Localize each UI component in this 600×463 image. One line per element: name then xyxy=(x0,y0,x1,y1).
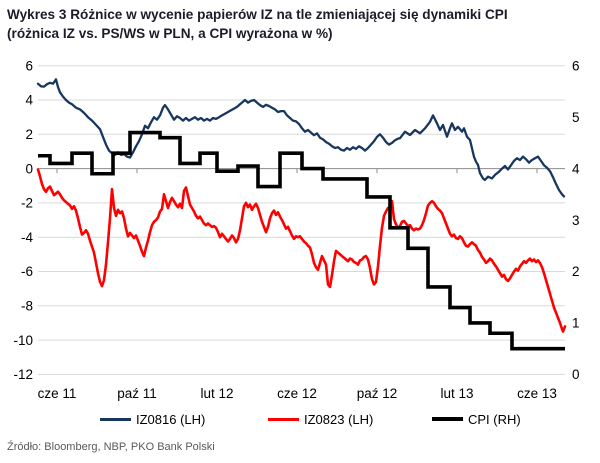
x-axis-label: cze 12 xyxy=(277,386,317,401)
left-axis-label: -2 xyxy=(21,196,33,211)
series-iz0816-lh-line xyxy=(36,78,566,198)
left-axis-label: -6 xyxy=(21,264,33,279)
chart-legend: IZ0816 (LH) IZ0823 (LH) CPI (RH) xyxy=(0,409,600,429)
left-axis-label: -4 xyxy=(21,230,33,245)
right-axis-label: 3 xyxy=(572,213,580,228)
right-axis-label: 5 xyxy=(572,110,580,125)
series-cpi-rh-line xyxy=(38,130,565,351)
right-axis-label: 2 xyxy=(572,264,580,279)
legend-swatch-cpi xyxy=(432,417,463,421)
right-axis-label: 6 xyxy=(572,58,580,73)
legend-label-iz0823: IZ0823 (LH) xyxy=(304,411,374,427)
x-axis-label: paź 11 xyxy=(117,386,157,401)
x-axis-label: lut 13 xyxy=(440,386,473,401)
legend-swatch-iz0823 xyxy=(268,417,299,421)
chart-title-line2: (różnica IZ vs. PS/WS w PLN, a CPI wyraż… xyxy=(7,26,333,42)
right-axis-label: 0 xyxy=(572,367,580,382)
chart-title-line1: Wykres 3 Różnice w wycenie papierów IZ n… xyxy=(7,7,508,22)
left-axis-label: 2 xyxy=(25,127,33,142)
legend-item-iz0823: IZ0823 (LH) xyxy=(268,409,373,429)
x-axis-label: paź 12 xyxy=(357,386,398,401)
left-axis-label: 0 xyxy=(25,161,33,176)
left-axis-label: 4 xyxy=(25,93,33,108)
right-axis-label: 4 xyxy=(572,161,580,176)
x-axis-label: cze 13 xyxy=(517,386,557,401)
legend-label-iz0816: IZ0816 (LH) xyxy=(136,411,206,427)
left-axis-label: -8 xyxy=(21,299,33,314)
legend-item-iz0816: IZ0816 (LH) xyxy=(100,409,205,429)
series-iz0823-lh-line xyxy=(36,168,567,333)
x-axis-label: lut 12 xyxy=(200,386,233,401)
source-note: Źródło: Bloomberg, NBP, PKO Bank Polski xyxy=(7,441,215,453)
left-axis-label: -10 xyxy=(13,333,33,348)
right-axis-label: 1 xyxy=(572,316,580,331)
legend-label-cpi: CPI (RH) xyxy=(468,411,521,427)
chart-title: Wykres 3 Różnice w wycenie papierów IZ n… xyxy=(7,5,595,44)
legend-swatch-iz0816 xyxy=(100,417,131,421)
legend-item-cpi: CPI (RH) xyxy=(432,409,521,429)
left-axis-label: -12 xyxy=(13,367,33,382)
left-axis-label: 6 xyxy=(25,58,33,73)
x-axis-label: cze 11 xyxy=(38,386,77,401)
